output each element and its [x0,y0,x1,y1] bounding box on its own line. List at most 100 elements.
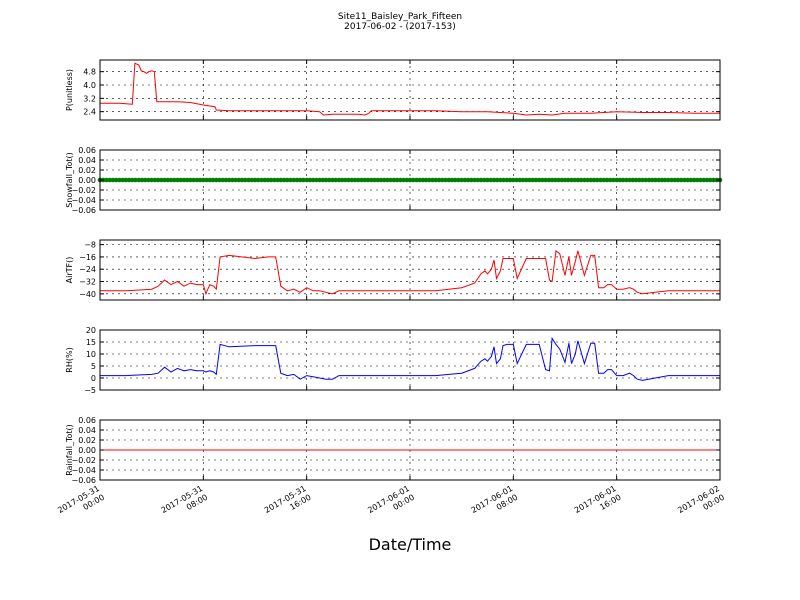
data-point [120,177,125,183]
y-tick-label: 4.0 [83,81,96,90]
data-point [682,177,687,183]
data-point [640,177,645,183]
panel-4: −5 0 5 10 15 20 RH(%) [65,326,721,395]
data-point [488,177,494,183]
y-tick-label: −0.06 [71,476,96,485]
y-tick-label: 0.00 [78,446,96,455]
data-point [104,177,109,183]
data-point [288,177,293,183]
data-point [691,177,697,183]
y-tick-label: 0.02 [78,166,96,175]
y-tick-label: 0.04 [78,426,96,435]
data-point [675,177,681,183]
y-tick-label: −0.02 [71,186,96,195]
y-tick-label: −32 [79,278,96,287]
data-point [604,177,610,183]
data-point [575,177,581,183]
data-point [469,177,474,183]
data-point [369,177,374,183]
y-tick-label: 15 [86,338,96,347]
data-point [524,177,529,183]
data-point [314,177,319,183]
data-point [449,177,455,183]
data-point [330,177,335,183]
y-tick-label: −8 [84,241,96,250]
data-point [285,177,290,183]
data-point [149,177,154,183]
y-axis-label: Snowfall_Tot() [65,152,74,208]
data-point [246,177,251,183]
data-point [688,177,694,183]
data-point [252,177,258,183]
data-point [462,177,468,183]
data-point [646,177,652,183]
data-point [614,177,619,183]
data-point [672,177,678,183]
data-point [485,177,490,183]
data-point [420,177,426,183]
data-point [546,177,552,183]
series-line [100,249,720,296]
data-point [704,177,710,183]
data-point [365,177,371,183]
data-point [536,177,542,183]
data-point [194,177,200,183]
data-point [407,177,413,183]
data-point [394,177,400,183]
data-point [320,177,326,183]
data-point [123,177,129,183]
data-point [698,177,703,183]
data-point [207,177,213,183]
data-point [165,177,171,183]
data-point [627,177,632,183]
data-point [172,177,177,183]
data-point [427,177,432,183]
data-point [472,177,477,183]
x-axis-label: Date/Time [369,535,452,554]
data-point [669,177,674,183]
data-point [388,177,393,183]
data-point [553,177,558,183]
data-point [378,177,384,183]
data-point [362,177,368,183]
data-point [159,177,164,183]
data-point [685,177,690,183]
data-point [598,177,603,183]
data-point [562,177,568,183]
data-point [514,177,519,183]
data-point [491,177,497,183]
data-point [126,177,132,183]
data-point [372,177,377,183]
data-point [569,177,574,183]
data-point [352,177,358,183]
data-point [181,177,187,183]
y-tick-label: 2.4 [83,108,96,117]
y-tick-label: 0.06 [78,146,96,155]
data-point [304,177,310,183]
chart-title: Site11_Baisley_Park_Fifteen [338,12,462,22]
data-point [178,177,183,183]
data-point [333,177,339,183]
data-point [456,177,461,183]
data-point [404,177,410,183]
data-point [381,177,387,183]
data-point [401,177,406,183]
data-point [607,177,613,183]
data-point [217,177,222,183]
data-point [226,177,232,183]
data-point [139,177,145,183]
data-point [559,177,565,183]
data-point [436,177,442,183]
y-tick-label: 20 [86,326,96,335]
panel-2: −0.06−0.04−0.020.000.020.040.06 Snowfall_… [65,146,723,215]
data-point [624,177,629,183]
y-tick-label: 3.2 [83,94,96,103]
data-point [565,177,571,183]
